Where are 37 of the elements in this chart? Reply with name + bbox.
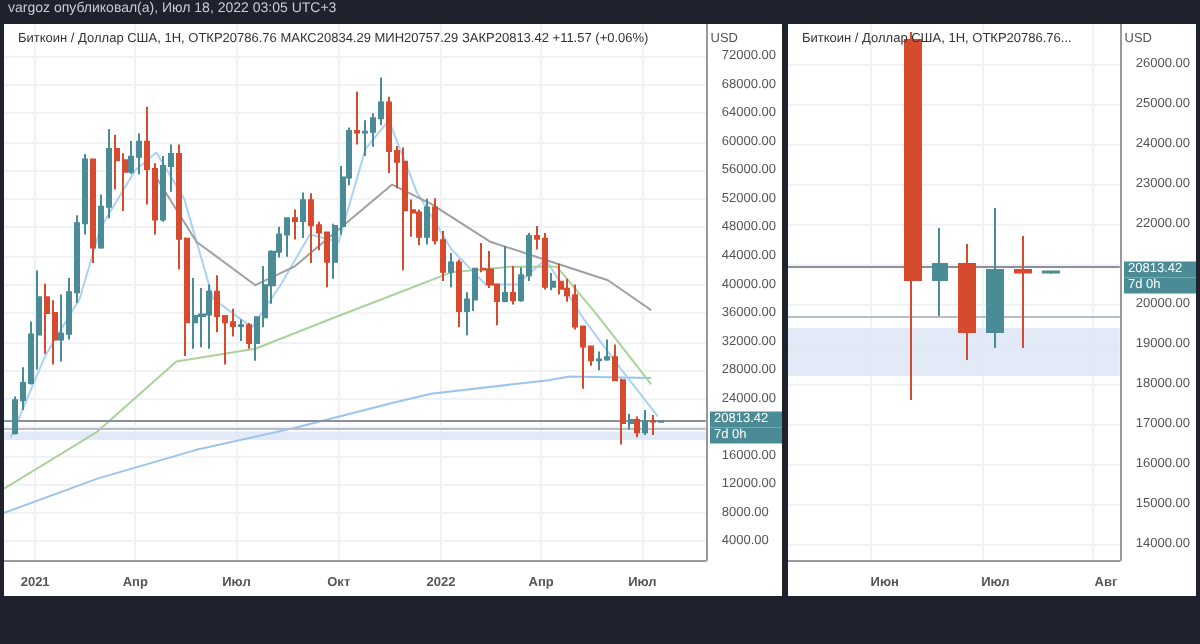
candlestick (1042, 269, 1060, 275)
candlestick (238, 318, 244, 342)
candlestick (416, 208, 422, 247)
candlestick (354, 90, 360, 146)
candlestick (136, 132, 142, 176)
candlestick (206, 283, 212, 350)
candlestick (246, 322, 252, 350)
candlestick (192, 277, 198, 350)
candlestick (362, 119, 368, 158)
candlestick (642, 409, 648, 437)
candlestick (510, 264, 516, 306)
candlestick (292, 208, 298, 241)
candlestick (402, 146, 408, 272)
candlestick (308, 192, 314, 265)
candlestick (502, 244, 508, 304)
candlestick (628, 412, 634, 431)
line-series (9, 119, 659, 439)
candlestick (1014, 235, 1032, 349)
candlestick (300, 191, 306, 240)
candlestick (284, 216, 290, 258)
candlestick (550, 272, 556, 292)
candlestick (604, 338, 610, 362)
line-series (4, 265, 653, 490)
candlestick (650, 414, 656, 437)
line-series (4, 375, 653, 514)
candlestick (542, 232, 548, 291)
candlestick (634, 415, 640, 439)
candlestick (986, 207, 1004, 349)
candlestick (424, 197, 430, 246)
candlestick (128, 140, 134, 175)
candlestick (558, 262, 564, 296)
candlestick (90, 158, 96, 265)
candlestick (448, 252, 454, 289)
line-series (155, 176, 653, 312)
candlestick (932, 227, 948, 317)
candlestick (958, 243, 976, 361)
candlestick (456, 258, 462, 329)
